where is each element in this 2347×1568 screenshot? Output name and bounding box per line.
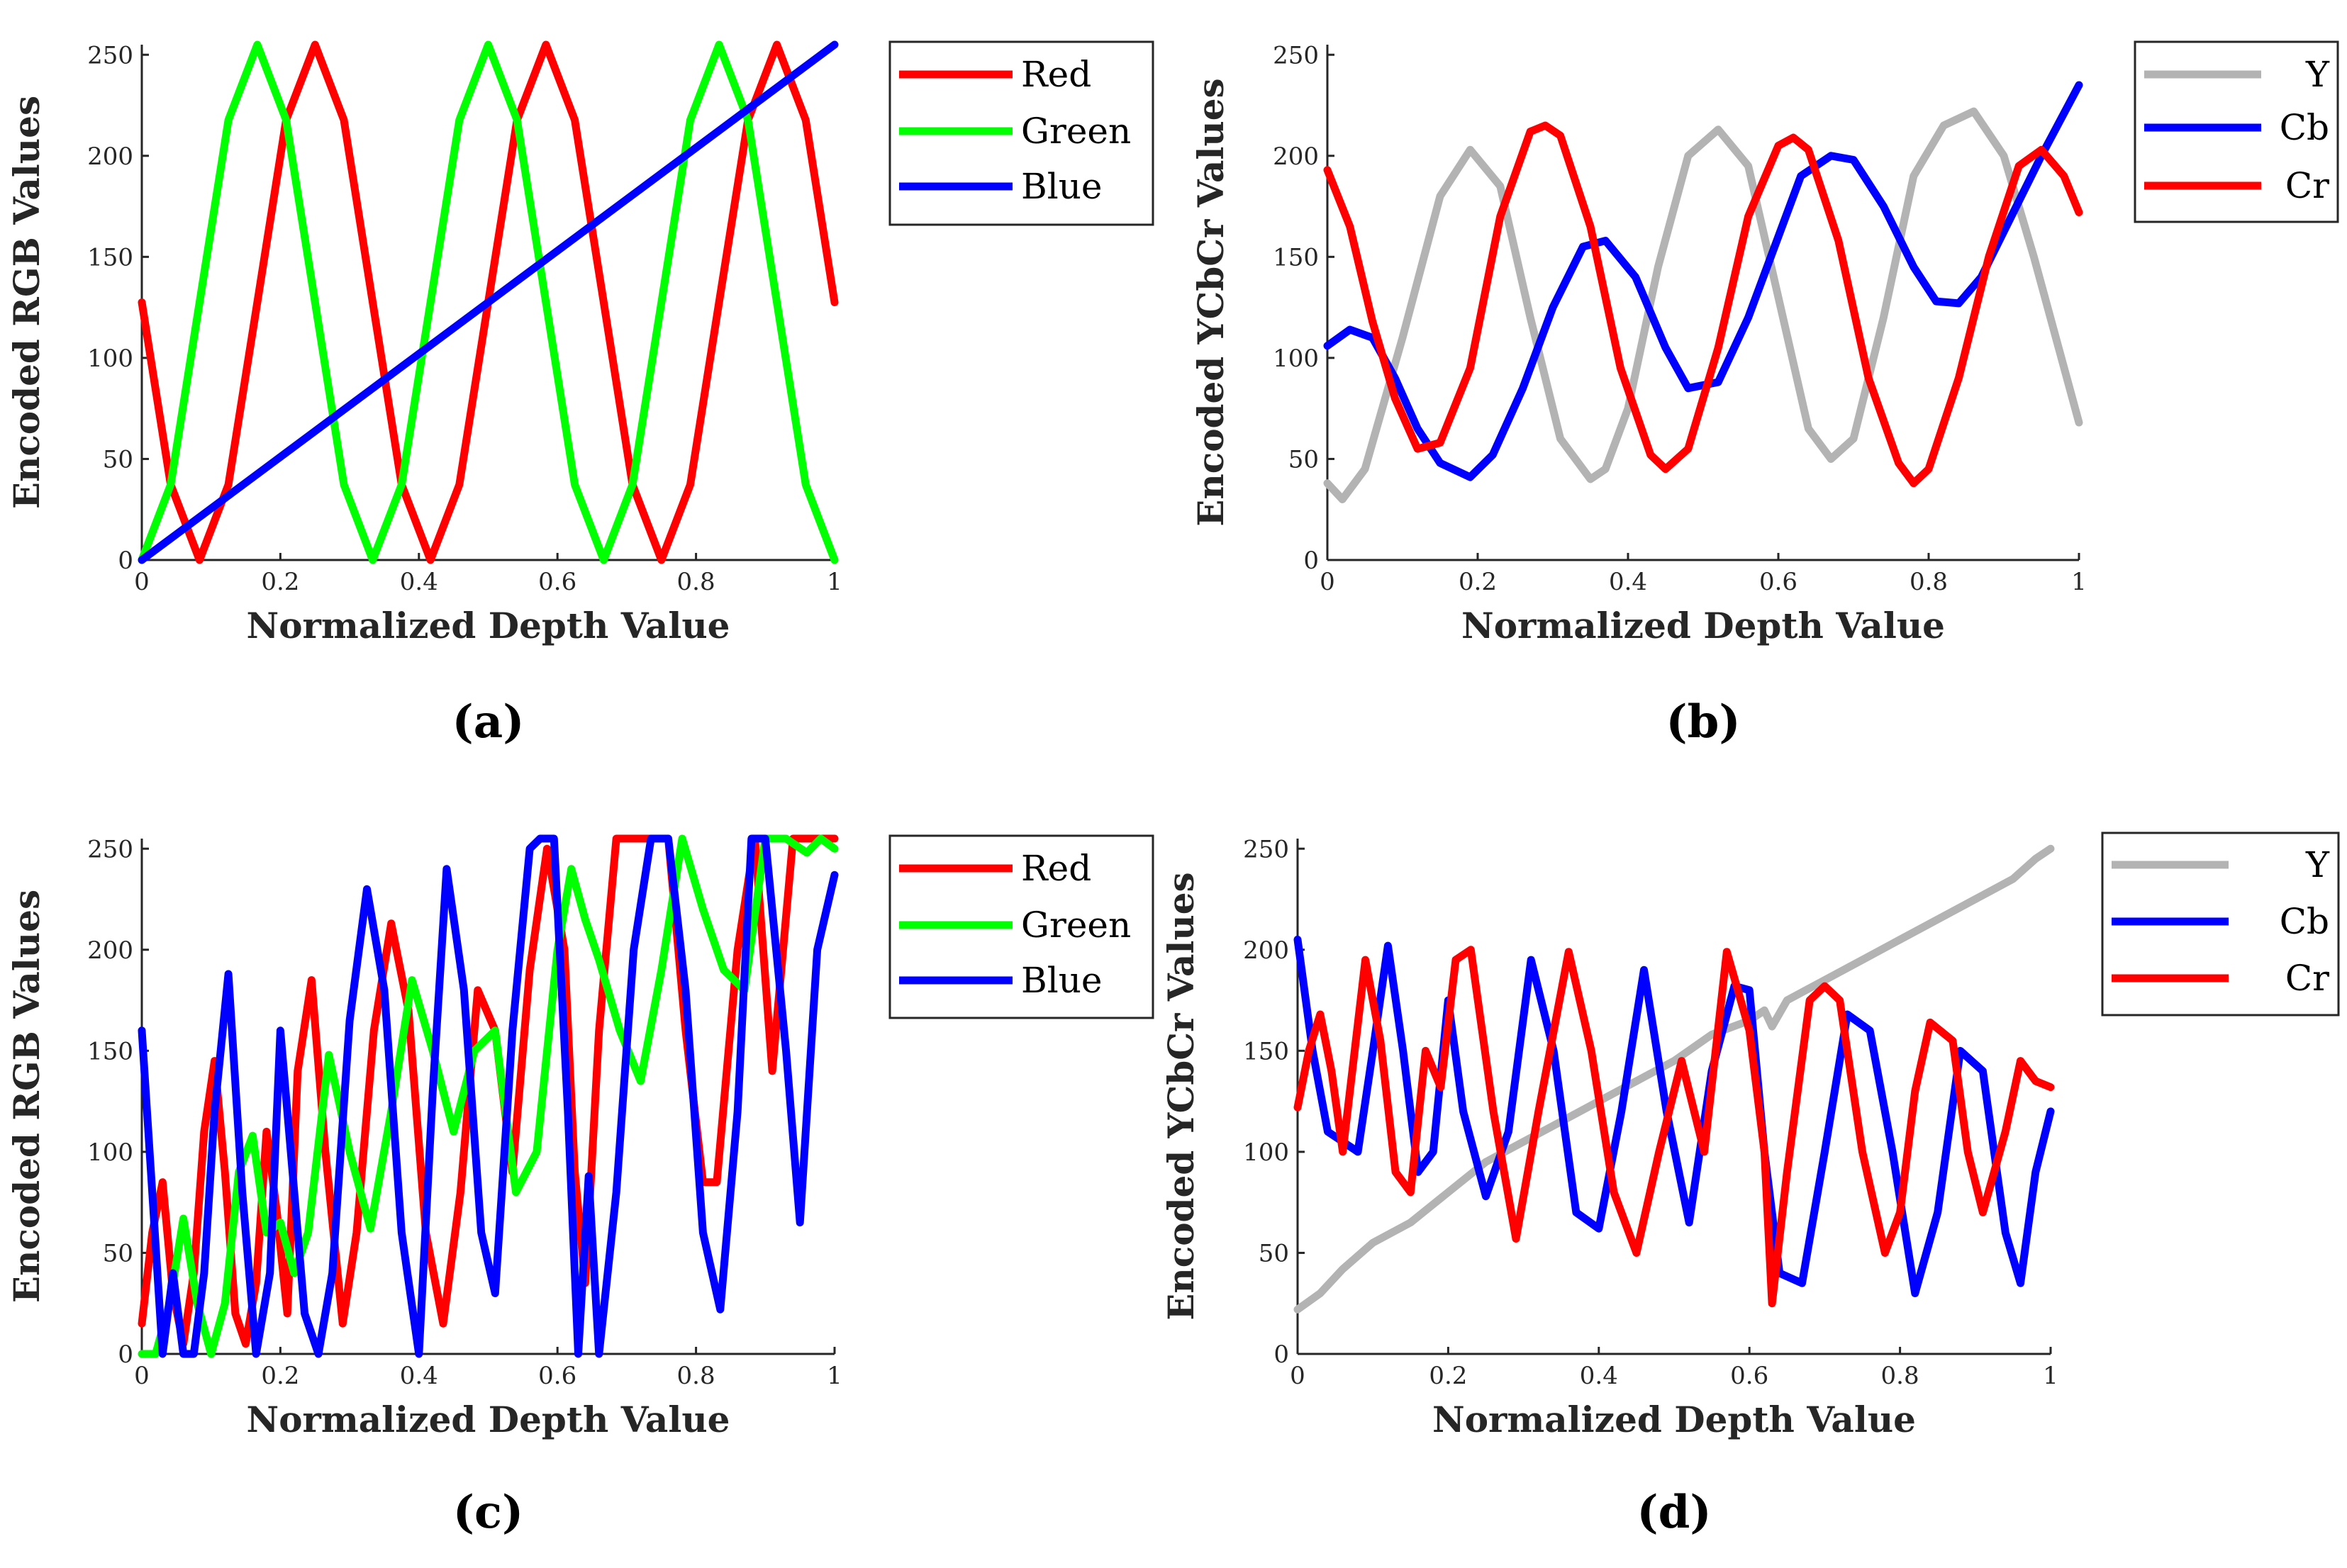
x-tick-label: 1 — [2043, 1362, 2058, 1390]
y-axis-label: Encoded RGB Values — [6, 890, 48, 1303]
y-tick-label: 200 — [1243, 936, 1289, 965]
x-tick-label: 0.4 — [1580, 1362, 1618, 1390]
y-tick-label: 0 — [118, 1340, 133, 1369]
chart-panel-c: 0 0.2 0.4 0.6 0.8 1 0 50 100 150 200 250 Normalized … — [6, 834, 1154, 1539]
chart-panel-b: 0 0.2 0.4 0.6 0.8 1 0 50 100 150 200 250 Normalized … — [1190, 40, 2339, 749]
legend-label-green: Green — [1021, 111, 1131, 152]
legend: Y Cb Cr — [2101, 831, 2340, 1017]
legend-label-cb: Cb — [2280, 901, 2329, 942]
legend-label-blue: Blue — [1021, 166, 1103, 207]
chart-panel-d: 0 0.2 0.4 0.6 0.8 1 0 50 100 150 200 250 Normalized … — [1160, 831, 2340, 1539]
x-tick-label: 1 — [827, 568, 842, 596]
legend-label-cr: Cr — [2285, 165, 2329, 206]
y-tick-label: 200 — [87, 936, 133, 965]
chart-panel-a: 0 0.2 0.4 0.6 0.8 1 0 50 100 150 200 250 Normalized … — [6, 40, 1154, 749]
x-tick-label: 0.8 — [677, 568, 715, 596]
x-tick-label: 0.4 — [1609, 568, 1647, 596]
series-line-cr — [1293, 946, 2055, 1308]
legend-label-red: Red — [1021, 54, 1091, 95]
x-tick-label: 1 — [827, 1362, 842, 1390]
x-tick-label: 0.8 — [1910, 568, 1948, 596]
legend-label-red: Red — [1021, 848, 1091, 889]
panel-label: (c) — [453, 1486, 524, 1539]
y-tick-label: 150 — [1243, 1037, 1289, 1065]
x-tick-label: 0 — [1320, 568, 1335, 596]
x-tick-label: 0.6 — [1730, 1362, 1768, 1390]
series-line-green — [138, 40, 839, 564]
y-tick-label: 100 — [87, 1138, 133, 1167]
x-axis-label: Normalized Depth Value — [1461, 605, 1945, 646]
y-tick-label: 150 — [87, 243, 133, 271]
x-tick-label: 0.2 — [261, 568, 299, 596]
series-line-blue — [138, 40, 839, 564]
x-tick-label: 0.4 — [400, 568, 438, 596]
series-line-cb — [1293, 936, 2055, 1297]
x-tick-label: 0.6 — [1759, 568, 1797, 596]
x-tick-label: 0.4 — [400, 1362, 438, 1390]
series-line-green — [138, 834, 839, 1358]
y-tick-label: 150 — [1273, 243, 1319, 271]
legend: Red Green Blue — [888, 834, 1154, 1019]
x-axis-label: Normalized Depth Value — [246, 1399, 730, 1440]
y-tick-label: 250 — [1243, 835, 1289, 863]
y-tick-label: 200 — [1273, 142, 1319, 171]
legend: Y Cb Cr — [2134, 40, 2339, 223]
x-tick-label: 0 — [134, 568, 150, 596]
panel-label: (b) — [1666, 695, 1740, 749]
y-tick-label: 50 — [103, 1239, 133, 1267]
y-tick-label: 100 — [1273, 345, 1319, 373]
x-axis-label: Normalized Depth Value — [246, 605, 730, 646]
x-tick-label: 0.8 — [1881, 1362, 1919, 1390]
y-axis-label: Encoded YCbCr Values — [1190, 78, 1232, 526]
y-axis-label: Encoded RGB Values — [6, 96, 48, 509]
legend-label-cb: Cb — [2280, 107, 2329, 148]
legend: Red Green Blue — [888, 40, 1154, 226]
x-tick-label: 1 — [2071, 568, 2087, 596]
y-axis-label: Encoded YCbCr Values — [1160, 872, 1202, 1320]
x-tick-label: 0.8 — [677, 1362, 715, 1390]
x-tick-label: 0 — [134, 1362, 150, 1390]
panel-label: (d) — [1637, 1486, 1711, 1539]
series-line-blue — [138, 834, 839, 1358]
y-tick-label: 0 — [1303, 547, 1319, 575]
y-tick-label: 200 — [87, 142, 133, 171]
x-axis-label: Normalized Depth Value — [1432, 1399, 1916, 1440]
legend-label-y: Y — [2305, 54, 2330, 95]
series-line-y — [1293, 844, 2055, 1314]
y-tick-label: 50 — [103, 445, 133, 474]
x-tick-label: 0.2 — [261, 1362, 299, 1390]
series-line-y — [1323, 107, 2083, 503]
y-tick-label: 50 — [1288, 445, 1319, 474]
legend-label-cr: Cr — [2285, 958, 2329, 999]
legend-label-green: Green — [1021, 905, 1131, 946]
y-tick-label: 250 — [87, 835, 133, 863]
y-tick-label: 0 — [118, 547, 133, 575]
y-tick-label: 250 — [87, 41, 133, 69]
panel-label: (a) — [452, 695, 524, 749]
x-tick-label: 0.2 — [1429, 1362, 1467, 1390]
legend-label-y: Y — [2305, 844, 2330, 885]
x-tick-label: 0.2 — [1459, 568, 1497, 596]
series-line-cb — [1323, 81, 2083, 481]
x-tick-label: 0.6 — [538, 568, 576, 596]
x-tick-label: 0 — [1290, 1362, 1305, 1390]
y-tick-label: 100 — [87, 345, 133, 373]
y-tick-label: 250 — [1273, 41, 1319, 69]
x-tick-label: 0.6 — [538, 1362, 576, 1390]
y-tick-label: 150 — [87, 1037, 133, 1065]
y-tick-label: 50 — [1259, 1239, 1289, 1267]
y-tick-label: 100 — [1243, 1138, 1289, 1167]
legend-label-blue: Blue — [1021, 960, 1103, 1001]
y-tick-label: 0 — [1273, 1340, 1289, 1369]
series-line-cr — [1323, 121, 2083, 488]
